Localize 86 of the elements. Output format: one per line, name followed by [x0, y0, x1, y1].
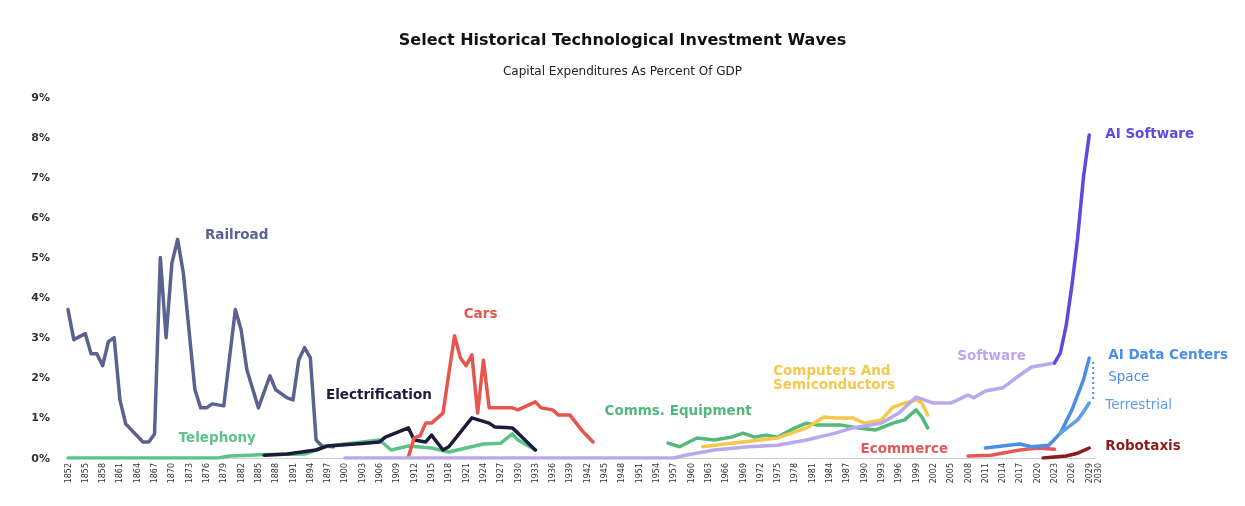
x-tick-label: 2029	[1084, 463, 1094, 484]
x-tick-label: 2023	[1050, 463, 1060, 484]
x-tick-label: 1960	[686, 463, 696, 484]
x-tick-label: 1876	[201, 463, 211, 484]
x-tick-label: 1864	[132, 463, 142, 484]
y-tick-label: 9%	[31, 90, 50, 104]
x-tick-label: 1954	[652, 463, 662, 484]
x-tick-label: 1900	[340, 463, 350, 484]
y-tick-label: 6%	[31, 210, 50, 224]
chart-title: Select Historical Technological Investment Waves	[398, 29, 847, 49]
x-tick-label: 1873	[184, 463, 194, 484]
x-tick-label: 1921	[461, 463, 471, 484]
x-tick-label: 1957	[669, 463, 679, 484]
x-tick-label: 1861	[115, 463, 125, 484]
chart-subtitle: Capital Expenditures As Percent Of GDP	[502, 64, 743, 78]
y-tick-label: 2%	[31, 371, 50, 385]
x-tick-label: 2008	[963, 463, 973, 484]
x-tick-label: 2030	[1093, 463, 1103, 484]
series-label: Terrestrial	[1104, 396, 1173, 413]
x-tick-label: 1933	[530, 463, 540, 484]
y-tick-label: 8%	[31, 130, 50, 144]
x-tick-label: 1912	[409, 463, 419, 484]
x-tick-label: 2026	[1067, 463, 1077, 484]
x-tick-label: 1894	[305, 463, 315, 484]
x-tick-label: 2020	[1032, 463, 1042, 484]
x-tick-label: 2005	[946, 463, 956, 484]
x-tick-label: 1891	[288, 463, 298, 484]
x-tick-label: 1927	[496, 463, 506, 484]
series-label: Ecommerce	[860, 439, 949, 456]
x-tick-label: 1978	[790, 463, 800, 484]
x-tick-label: 1984	[825, 463, 835, 484]
x-tick-label: 1972	[755, 463, 765, 484]
y-tick-label: 4%	[31, 291, 50, 305]
series-label: Robotaxis	[1105, 436, 1181, 453]
series-label: Telephony	[178, 428, 257, 445]
x-tick-label: 1945	[600, 463, 610, 484]
x-tick-label: 1879	[219, 463, 229, 484]
text: Electrification	[325, 385, 432, 402]
series-label: Space	[1108, 368, 1150, 385]
x-tick-label: 1903	[357, 463, 367, 484]
x-tick-label: 1897	[323, 463, 333, 484]
x-tick-label: 2002	[928, 463, 938, 484]
x-tick-label: 1888	[271, 463, 281, 484]
x-tick-label: 2011	[980, 463, 990, 484]
y-tick-label: 1%	[31, 411, 50, 425]
x-tick-label: 1966	[721, 463, 731, 484]
y-tick-label: 5%	[31, 250, 50, 264]
x-tick-label: 1996	[894, 463, 904, 484]
y-tick-label: 7%	[31, 170, 50, 184]
y-tick-label: 0%	[31, 451, 50, 465]
text: AI Data Centers	[1108, 346, 1228, 363]
series-label: Railroad	[204, 226, 269, 243]
x-tick-label: 1915	[426, 463, 436, 484]
series-label: AI Software	[1105, 125, 1195, 142]
series-label: Cars	[463, 304, 498, 321]
series-label: Software	[957, 346, 1026, 363]
x-tick-label: 1948	[617, 463, 627, 484]
x-tick-label: 1858	[98, 463, 108, 484]
series-label: Computers And Semiconductors	[773, 361, 896, 392]
x-tick-label: 1963	[703, 463, 713, 484]
x-tick-label: 1939	[565, 463, 575, 484]
x-tick-label: 1981	[807, 463, 817, 484]
x-tick-label: 1867	[150, 463, 160, 484]
x-tick-label: 1855	[80, 463, 90, 484]
x-tick-label: 1999	[911, 463, 921, 484]
y-tick-label: 3%	[31, 331, 50, 345]
x-tick-label: 1969	[738, 463, 748, 484]
x-tick-label: 1909	[392, 463, 402, 484]
x-tick-label: 1918	[444, 463, 454, 484]
x-tick-label: 1924	[478, 463, 488, 484]
x-tick-label: 2014	[998, 463, 1008, 484]
x-tick-label: 1975	[773, 463, 783, 484]
x-tick-label: 1852	[63, 463, 73, 484]
x-tick-label: 1987	[842, 463, 852, 484]
x-tick-label: 1951	[634, 463, 644, 484]
x-tick-label: 1882	[236, 463, 246, 484]
x-tick-label: 1990	[859, 463, 869, 484]
x-tick-label: 1993	[877, 463, 887, 484]
x-tick-label: 1936	[548, 463, 558, 484]
x-tick-label: 1942	[582, 463, 592, 484]
x-tick-label: 1930	[513, 463, 523, 484]
x-tick-label: 1885	[253, 463, 263, 484]
x-tick-label: 1870	[167, 463, 177, 484]
x-tick-label: 1906	[375, 463, 385, 484]
series-label: Comms. Equipment	[604, 401, 753, 418]
x-tick-label: 2017	[1015, 463, 1025, 484]
